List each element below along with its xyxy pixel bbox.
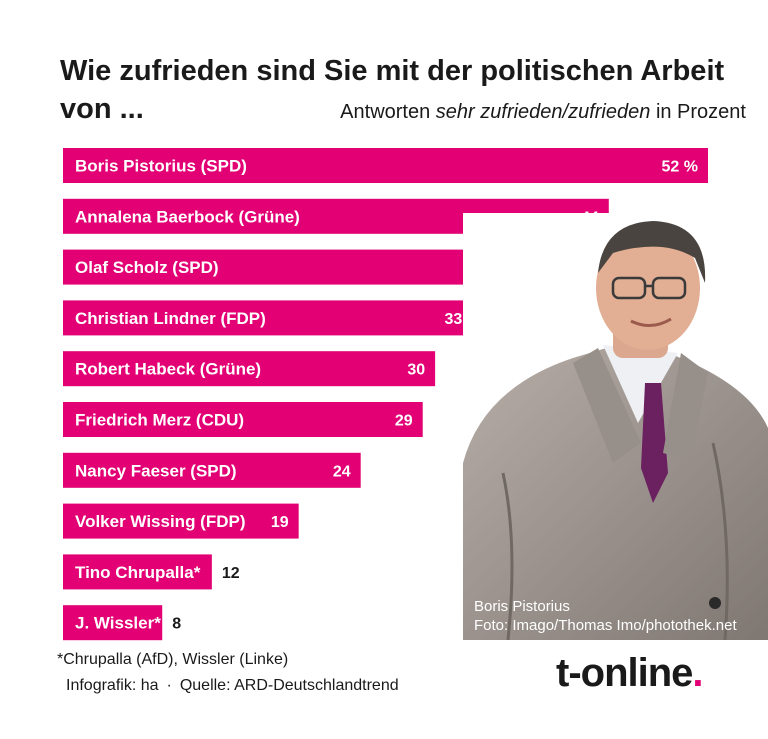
- credit-source: Quelle: ARD-Deutschlandtrend: [179, 677, 399, 694]
- bar-category-label: Volker Wissing (FDP): [75, 512, 246, 531]
- bar: [63, 148, 708, 183]
- bar-category-label: Christian Lindner (FDP): [75, 309, 266, 328]
- bar-category-label: Friedrich Merz (CDU): [75, 411, 244, 430]
- bar: [63, 452, 361, 488]
- t-online-logo[interactable]: t-online.: [556, 651, 704, 696]
- subtitle-suffix: in Prozent: [655, 101, 746, 123]
- bar-category-label: Olaf Scholz (SPD): [75, 258, 219, 277]
- bar: [63, 605, 163, 641]
- photo-caption: Boris Pistorius Foto: Imago/Thomas Imo/p…: [474, 597, 737, 635]
- portrait-photo: [463, 213, 768, 640]
- logo-dot: .: [692, 651, 703, 695]
- bar-value-label: 24: [333, 463, 351, 480]
- bar-value-label: 52 %: [662, 159, 698, 176]
- bar: [63, 402, 423, 437]
- bar-value-label: 19: [271, 514, 289, 531]
- credits: Infografik: ha · Quelle: ARD-Deutschlandtr…: [66, 677, 399, 695]
- bar: [63, 351, 436, 387]
- logo-text: t-online: [556, 651, 693, 695]
- subtitle-prefix: Antworten: [340, 101, 431, 123]
- footnote: *Chrupalla (AfD), Wissler (Linke): [57, 651, 289, 668]
- bar-category-label: Robert Habeck (Grüne): [75, 360, 261, 379]
- bar-category-label: Nancy Faeser (SPD): [75, 461, 237, 480]
- credit-infografik: Infografik: ha: [66, 677, 159, 694]
- chart-title: Wie zufrieden sind Sie mit der politisch…: [60, 55, 725, 125]
- bar-value-label: 30: [407, 362, 425, 379]
- bar-value-label: 29: [395, 413, 413, 430]
- bar: [63, 554, 212, 590]
- bar-category-label: Tino Chrupalla*: [75, 563, 201, 582]
- bar-value-label: 8: [172, 616, 181, 633]
- chart-subtitle: Antworten sehr zufrieden/zufrieden in Pr…: [340, 101, 746, 124]
- bar: [63, 300, 473, 336]
- bar: [63, 249, 498, 285]
- bar: [63, 503, 299, 539]
- bar-category-label: Annalena Baerbock (Grüne): [75, 207, 300, 226]
- bar-category-label: J. Wissler*: [75, 614, 161, 633]
- photo-caption-name: Boris Pistorius: [474, 598, 570, 615]
- photo-caption-credit: Foto: Imago/Thomas Imo/photothek.net: [474, 617, 737, 634]
- credit-separator: ·: [166, 677, 172, 694]
- bar-category-label: Boris Pistorius (SPD): [75, 157, 247, 176]
- subtitle-emphasis: sehr zufrieden/zufrieden: [435, 101, 651, 123]
- bar-value-label: 33: [445, 311, 463, 328]
- bar-value-label: 12: [222, 565, 240, 582]
